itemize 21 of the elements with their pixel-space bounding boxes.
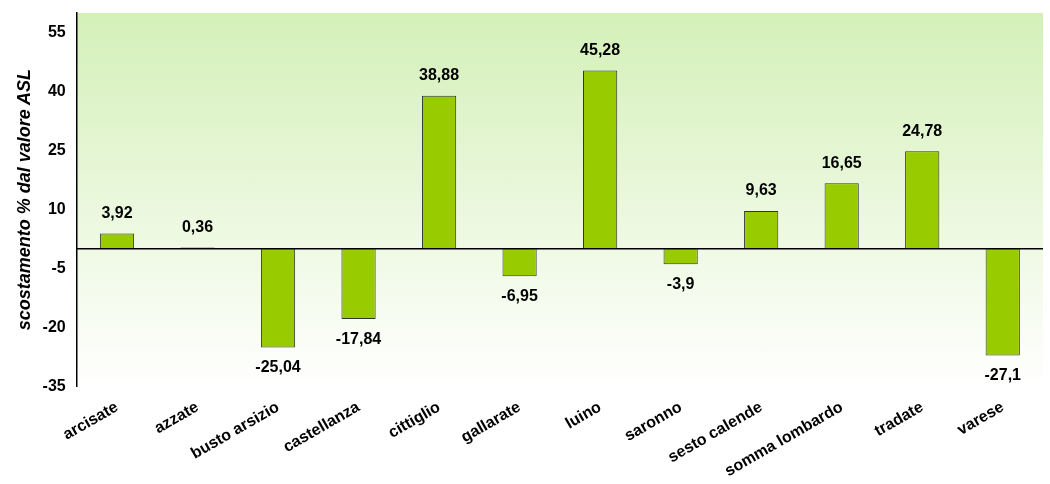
data-label: 24,78: [902, 121, 943, 139]
data-label: -27,1: [984, 365, 1022, 383]
data-label: -3,9: [666, 274, 695, 292]
data-label: 16,65: [821, 153, 862, 171]
y-tick-label: -20: [42, 318, 66, 336]
data-label: -25,04: [255, 357, 301, 375]
data-label: -6,95: [501, 286, 538, 304]
data-label: 45,28: [580, 40, 621, 58]
data-label: 9,63: [745, 181, 777, 199]
y-axis-title: scostamento % dal valore ASL: [13, 68, 34, 331]
y-tick-label: 25: [47, 140, 66, 158]
data-label: -17,84: [335, 329, 382, 347]
y-tick-label: 55: [47, 22, 66, 40]
y-tick-label: 10: [47, 199, 66, 217]
data-label: 38,88: [419, 66, 460, 84]
data-label: 0,36: [181, 217, 214, 235]
y-tick-label: -35: [42, 377, 66, 395]
y-tick-label: 40: [47, 81, 66, 99]
data-label: 3,92: [101, 203, 133, 221]
y-tick-label: -5: [51, 258, 66, 276]
x-tick-label: luino: [562, 397, 605, 432]
